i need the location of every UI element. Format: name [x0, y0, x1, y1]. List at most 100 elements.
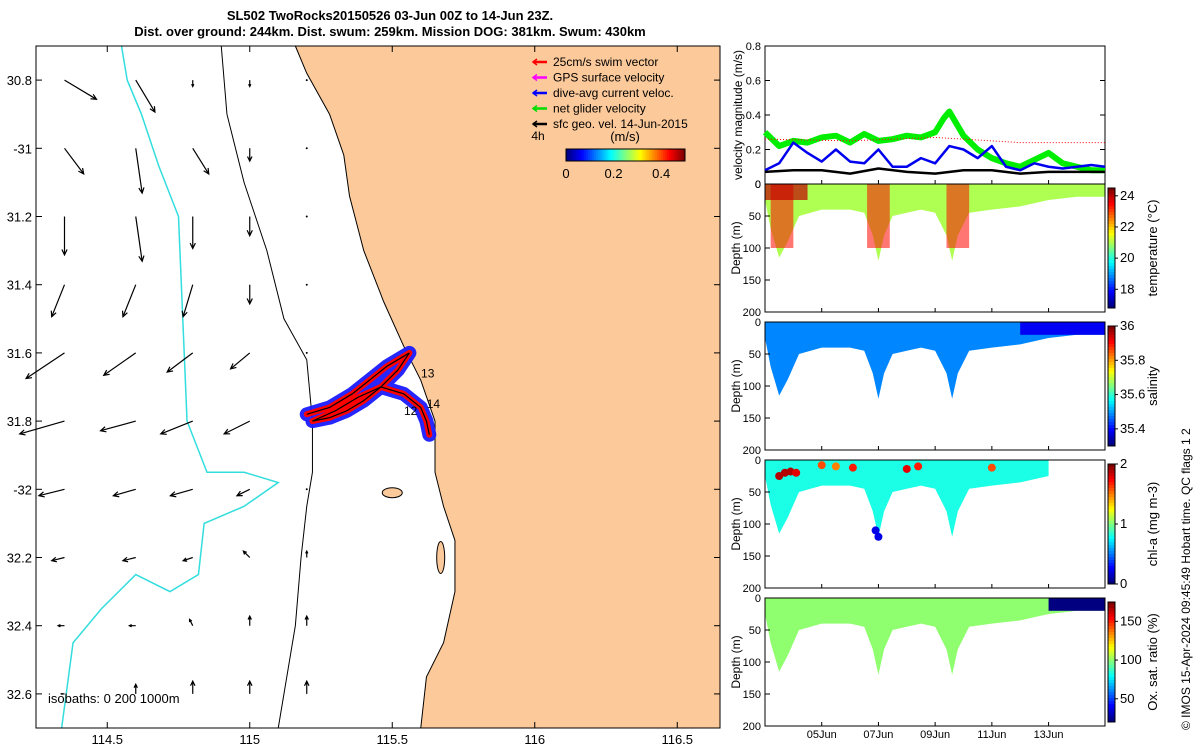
colorbar-cell: [619, 149, 623, 161]
colorbar-cell: [1108, 383, 1115, 387]
legend-label: GPS surface velocity: [553, 71, 664, 85]
section-point: [831, 462, 840, 471]
x-tick-label: 09Jun: [920, 729, 950, 741]
colorbar-side-label: 4h: [531, 129, 544, 143]
colorbar-cell: [1108, 326, 1115, 330]
velocity-vectors: [18, 79, 310, 695]
colorbar-tick-label: 18: [1120, 281, 1134, 296]
colorbar-cell: [675, 149, 678, 161]
y-tick-label: 150: [743, 275, 761, 287]
y-tick-label: 31.8: [7, 414, 32, 429]
colorbar-cell: [1108, 227, 1115, 231]
colorbar-cell: [1108, 290, 1115, 294]
y-tick-label: 200: [743, 583, 761, 595]
legend-label: dive-avg current veloc.: [553, 86, 674, 100]
colorbar-cell: [1108, 569, 1115, 573]
colorbar-cell: [1108, 248, 1115, 252]
day-label: 13: [421, 366, 435, 380]
colorbar-cell: [1108, 500, 1115, 504]
y-tick-label: 0.2: [746, 145, 761, 157]
colorbar-cell: [633, 149, 636, 161]
section-plume: [946, 184, 970, 248]
colorbar-cell: [655, 149, 658, 161]
map-panel: 13 14 12 114.5 115 115.5 116 116.5 30.8 -31 31.2 31…: [7, 45, 721, 747]
colorbar-tick-label: 24: [1120, 188, 1134, 203]
colorbar-cell: [1108, 260, 1115, 264]
colorbar-cell: [1108, 389, 1115, 393]
colorbar-cell: [1108, 230, 1115, 234]
y-tick-label: 150: [743, 413, 761, 425]
colorbar-cell: [1108, 548, 1115, 552]
colorbar-cell: [609, 149, 613, 161]
colorbar-cell: [1108, 401, 1115, 405]
colorbar-cell: [1108, 359, 1115, 363]
section-point: [902, 464, 911, 473]
colorbar-cell: [1108, 437, 1115, 441]
vector-arrow: [305, 215, 308, 218]
colorbar-cell: [645, 149, 648, 161]
vector-arrow: [188, 618, 194, 626]
colorbar-cell: [1108, 719, 1115, 723]
colorbar-cell: [1108, 377, 1115, 381]
colorbar-cell: [1108, 356, 1115, 360]
colorbar-cell: [1108, 680, 1115, 684]
vector-arrow: [246, 216, 253, 238]
colorbar-cell: [1108, 293, 1115, 297]
colorbar-cell: [1108, 431, 1115, 435]
vector-arrow: [50, 284, 66, 318]
colorbar-cell: [1108, 602, 1115, 606]
colorbar-cell: [615, 149, 619, 161]
vector-arrow: [242, 550, 251, 558]
y-tick-label: 32.2: [7, 551, 32, 566]
colorbar-cell: [1108, 485, 1115, 489]
colorbar-cell: [1108, 629, 1115, 633]
colorbar-cell: [1108, 608, 1115, 612]
colorbar-cell: [1108, 677, 1115, 681]
colorbar-tick-label: 35.6: [1120, 387, 1145, 402]
colorbar-cell: [627, 149, 630, 161]
colorbar-cell: [1108, 287, 1115, 291]
colorbar-cell: [1108, 410, 1115, 414]
colorbar-cell: [1108, 647, 1115, 651]
colorbar-cell: [1108, 218, 1115, 222]
colorbar-cell: [1108, 560, 1115, 564]
colorbar-cell: [1108, 332, 1115, 336]
colorbar-cell: [621, 149, 625, 161]
colorbar-cell: [1108, 422, 1115, 426]
colorbar-cell: [671, 149, 674, 161]
colorbar-cell: [1108, 686, 1115, 690]
colorbar-cell: [1108, 374, 1115, 378]
colorbar-cell: [623, 149, 626, 161]
colorbar-cell: [1108, 347, 1115, 351]
footer-credit: © IMOS 15-Apr-2024 09:45:49 Hobart time.…: [1176, 330, 1196, 730]
glider-track-line: [306, 352, 430, 435]
colorbar-cell: [635, 149, 638, 161]
map-legend: 25cm/s swim vector GPS surface velocitydi…: [531, 55, 688, 181]
y-tick-label: 200: [743, 307, 761, 319]
colorbar-cell: [1108, 416, 1115, 420]
colorbar-cell: [1108, 692, 1115, 696]
colorbar-cell: [605, 149, 609, 161]
y-tick-label: 150: [743, 551, 761, 563]
colorbar-cell: [681, 149, 684, 161]
vector-arrow: [56, 624, 65, 628]
island: [436, 541, 446, 574]
y-tick-label: 50: [749, 487, 761, 499]
section-point: [848, 463, 857, 472]
colorbar-cell: [669, 149, 672, 161]
section-data-area: [765, 322, 1105, 399]
colorbar-cell: [1108, 620, 1115, 624]
y-tick-label: 31.2: [7, 210, 32, 225]
y-tick-label: 100: [743, 657, 761, 669]
colorbar-label: salinity: [1145, 366, 1160, 406]
colorbar-cell: [1108, 542, 1115, 546]
colorbar-cell: [577, 149, 581, 161]
colorbar-tick-label: 35.4: [1120, 421, 1145, 436]
colorbar-cell: [1108, 215, 1115, 219]
section-point: [817, 461, 826, 470]
colorbar-cell: [1108, 266, 1115, 270]
colorbar-cell: [1108, 299, 1115, 303]
colorbar-cell: [1108, 575, 1115, 579]
colorbar-cell: [1108, 278, 1115, 282]
